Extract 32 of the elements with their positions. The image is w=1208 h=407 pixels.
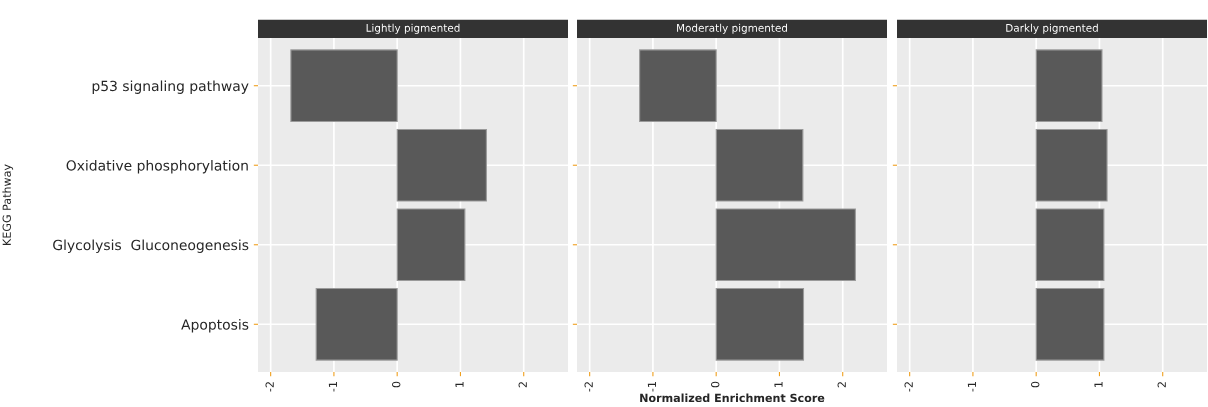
bar [315,287,398,361]
chart-title: Darkly pigmented [1006,23,1098,34]
x-tick-label: 2 [518,382,527,388]
x-tick-label: 2 [1157,382,1166,388]
bar [290,49,398,123]
bar [396,208,466,282]
x-tick-label: -2 [904,382,913,392]
x-axis-title: Normalized Enrichment Score [640,393,825,403]
x-tick-label: 1 [1094,382,1103,387]
x-tick-label: 1 [774,382,783,387]
x-tick-label: -2 [265,382,274,392]
x-tick-label: 1 [455,382,464,387]
y-axis-title: KEGG Pathway [2,164,14,245]
chart-title: Lightly pigmented [366,23,460,34]
bar [715,128,804,202]
y-tick-label: Glycolysis Gluconeogenesis [53,239,249,253]
x-tick-label: 0 [1031,381,1040,388]
x-tick-label: -1 [967,382,976,392]
y-tick-label: p53 signaling pathway [92,80,249,94]
bar [639,49,717,123]
x-tick-label: -1 [647,382,656,392]
bar [396,128,487,202]
bar [715,287,805,361]
bar [715,208,856,282]
chart-title: Moderatly pigmented [677,23,787,34]
x-tick-label: 0 [711,381,720,388]
x-tick-label: -1 [328,382,337,392]
y-tick-label: Apoptosis [181,319,249,333]
x-tick-label: 2 [837,382,846,388]
x-tick-label: -2 [584,382,593,392]
x-tick-label: 0 [392,381,401,388]
y-tick-label: Oxidative phosphorylation [66,159,248,174]
